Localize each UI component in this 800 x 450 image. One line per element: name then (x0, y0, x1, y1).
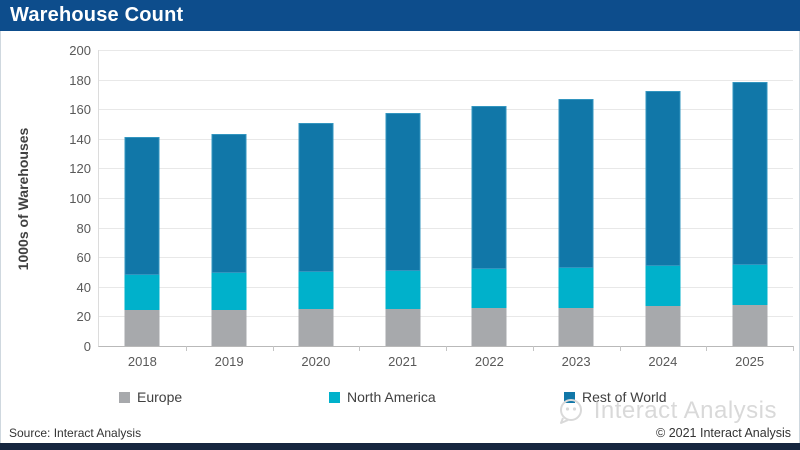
legend-label: North America (347, 389, 436, 405)
stacked-bar-2023 (558, 98, 594, 346)
stacked-bar-2022 (471, 106, 507, 346)
bar-segment-rest-of-world-2018 (124, 137, 160, 275)
legend-item-rest-of-world: Rest of World (564, 389, 667, 405)
bar-segment-europe-2024 (645, 306, 681, 346)
gridline-120 (99, 168, 793, 170)
gridline-60 (99, 257, 793, 259)
y-tick-label-80: 80 (76, 220, 91, 236)
bar-column-2021 (359, 50, 446, 346)
bar-column-2018 (99, 50, 186, 346)
bar-segment-europe-2018 (124, 310, 160, 346)
page-title: Warehouse Count (10, 4, 184, 26)
gridline-100 (99, 198, 793, 199)
bar-column-2025 (706, 50, 793, 346)
bar-column-2019 (186, 50, 273, 346)
legend-label: Europe (137, 389, 183, 405)
bar-column-2023 (533, 50, 620, 346)
x-tick-mark (706, 346, 708, 351)
legend-swatch-icon (329, 391, 340, 403)
bar-segment-north-america-2022 (471, 269, 507, 308)
bar-segment-north-america-2024 (645, 266, 681, 307)
stacked-bar-2021 (385, 112, 421, 346)
y-tick-label-140: 140 (69, 131, 91, 147)
bar-segment-europe-2023 (558, 307, 594, 346)
stacked-bar-2018 (124, 137, 160, 346)
x-tick-label-2024: 2024 (648, 354, 678, 369)
bar-segment-rest-of-world-2024 (645, 91, 681, 267)
gridline-200 (99, 50, 793, 51)
bar-segment-north-america-2021 (385, 270, 421, 309)
y-axis-title: 1000s of Warehouses (15, 127, 31, 271)
bar-segment-north-america-2018 (124, 274, 160, 311)
stacked-bar-2025 (732, 81, 768, 346)
bottom-border-strip (0, 443, 800, 450)
y-tick-label-20: 20 (76, 309, 91, 325)
x-tick-label-2021: 2021 (388, 354, 418, 369)
y-tick-label-0: 0 (83, 339, 91, 354)
x-tick-mark (272, 346, 274, 351)
y-tick-label-200: 200 (69, 43, 91, 58)
x-tick-label-2020: 2020 (301, 354, 331, 369)
x-tick-mark (185, 346, 187, 351)
legend-label: Rest of World (582, 389, 667, 405)
legend-item-europe: Europe (119, 389, 182, 405)
legend-item-north-america: North America (329, 389, 436, 405)
bar-segment-europe-2021 (385, 309, 421, 346)
plot-area: 0 20 40 60 80 100 120 140 160 180 200 2018 2019 2020 2… (69, 43, 794, 369)
bar-segment-rest-of-world-2023 (558, 98, 594, 268)
bar-segment-north-america-2023 (558, 267, 594, 308)
gridline-40 (99, 286, 793, 288)
bar-column-2020 (273, 50, 360, 346)
y-tick-label-160: 160 (69, 102, 91, 118)
y-tick-label-100: 100 (69, 191, 91, 206)
y-tick-label-60: 60 (76, 250, 91, 266)
gridline-20 (99, 316, 793, 318)
bar-segment-north-america-2019 (211, 273, 247, 311)
gridline-160 (99, 109, 793, 111)
title-bar: Warehouse Count (0, 0, 800, 31)
source-note: Source: Interact Analysis (9, 426, 142, 440)
x-tick-label-2019: 2019 (214, 354, 244, 369)
legend-swatch-icon (564, 391, 575, 403)
bar-column-2022 (446, 50, 533, 346)
bar-segment-europe-2019 (211, 310, 247, 346)
x-tick-label-2022: 2022 (474, 354, 504, 369)
bar-segment-north-america-2020 (298, 272, 334, 309)
stacked-bar-2019 (211, 133, 247, 346)
gridline-180 (99, 79, 793, 81)
bar-column-2024 (620, 50, 707, 346)
x-tick-mark (446, 346, 447, 351)
y-tick-label-40: 40 (76, 279, 91, 295)
x-tick-mark (793, 346, 794, 351)
legend-swatch-icon (119, 391, 130, 403)
bar-segment-rest-of-world-2020 (298, 123, 334, 272)
x-tick-label-2023: 2023 (561, 354, 591, 369)
gridline-80 (99, 227, 793, 229)
chart-panel: 1000s of Warehouses 0 20 40 60 80 100 120 140 16… (0, 31, 800, 443)
bar-segment-europe-2025 (732, 304, 768, 346)
y-tick-label-180: 180 (69, 72, 91, 88)
bar-segment-rest-of-world-2021 (385, 112, 421, 271)
x-tick-label-2018: 2018 (127, 354, 157, 369)
y-tick-label-120: 120 (69, 161, 91, 177)
bar-segment-rest-of-world-2022 (471, 106, 507, 270)
x-tick-mark (619, 346, 621, 351)
legend: Europe North America Rest of World (1, 389, 800, 409)
copyright-note: © 2021 Interact Analysis (656, 426, 791, 440)
bar-segment-europe-2020 (298, 309, 334, 346)
stacked-bar-2024 (645, 91, 681, 346)
bar-segment-rest-of-world-2025 (732, 81, 768, 265)
bar-segment-rest-of-world-2019 (211, 133, 247, 274)
bar-segment-europe-2022 (471, 307, 507, 346)
bar-segment-north-america-2025 (732, 264, 768, 305)
x-tick-mark (532, 346, 534, 351)
stacked-bar-2020 (298, 123, 334, 346)
gridline-140 (99, 138, 793, 140)
x-tick-mark (359, 346, 361, 351)
x-tick-label-2025: 2025 (735, 354, 765, 369)
